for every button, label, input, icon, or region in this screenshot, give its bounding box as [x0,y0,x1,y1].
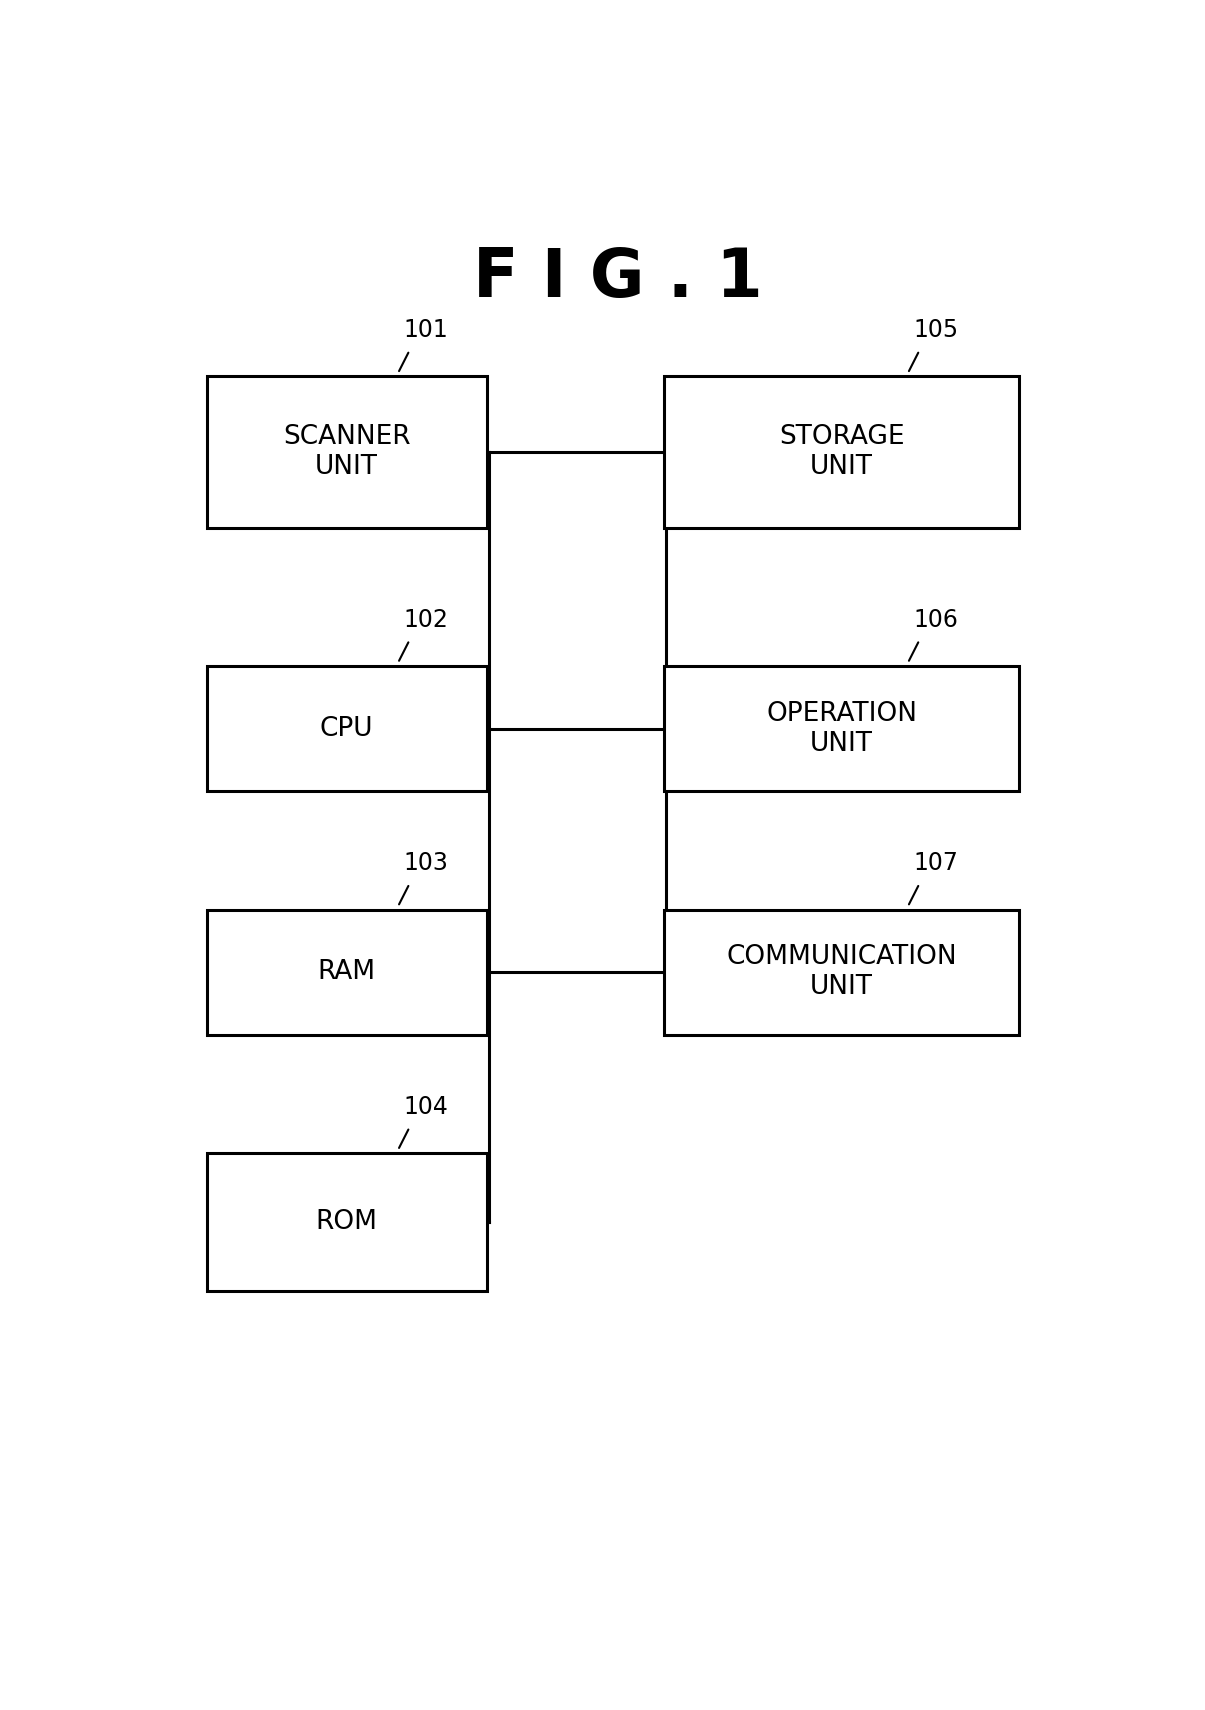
Text: 103: 103 [404,852,448,876]
Text: RAM: RAM [318,959,376,985]
Text: STORAGE
UNIT: STORAGE UNIT [778,424,905,481]
Text: COMMUNICATION
UNIT: COMMUNICATION UNIT [727,944,957,1000]
Text: 102: 102 [404,607,448,631]
Text: F I G . 1: F I G . 1 [472,245,763,311]
Bar [207,910,487,1035]
Bar [664,376,1019,528]
Text: 104: 104 [404,1094,448,1118]
Bar [207,376,487,528]
Text: 106: 106 [913,607,958,631]
Bar [207,1153,487,1291]
Bar [664,910,1019,1035]
Text: 101: 101 [404,318,448,342]
Text: CPU: CPU [321,715,374,742]
Text: 107: 107 [913,852,958,876]
Text: OPERATION
UNIT: OPERATION UNIT [766,701,917,756]
Bar [664,665,1019,792]
Text: SCANNER
UNIT: SCANNER UNIT [283,424,411,481]
Bar [207,665,487,792]
Text: 105: 105 [913,318,958,342]
Text: ROM: ROM [316,1209,377,1235]
